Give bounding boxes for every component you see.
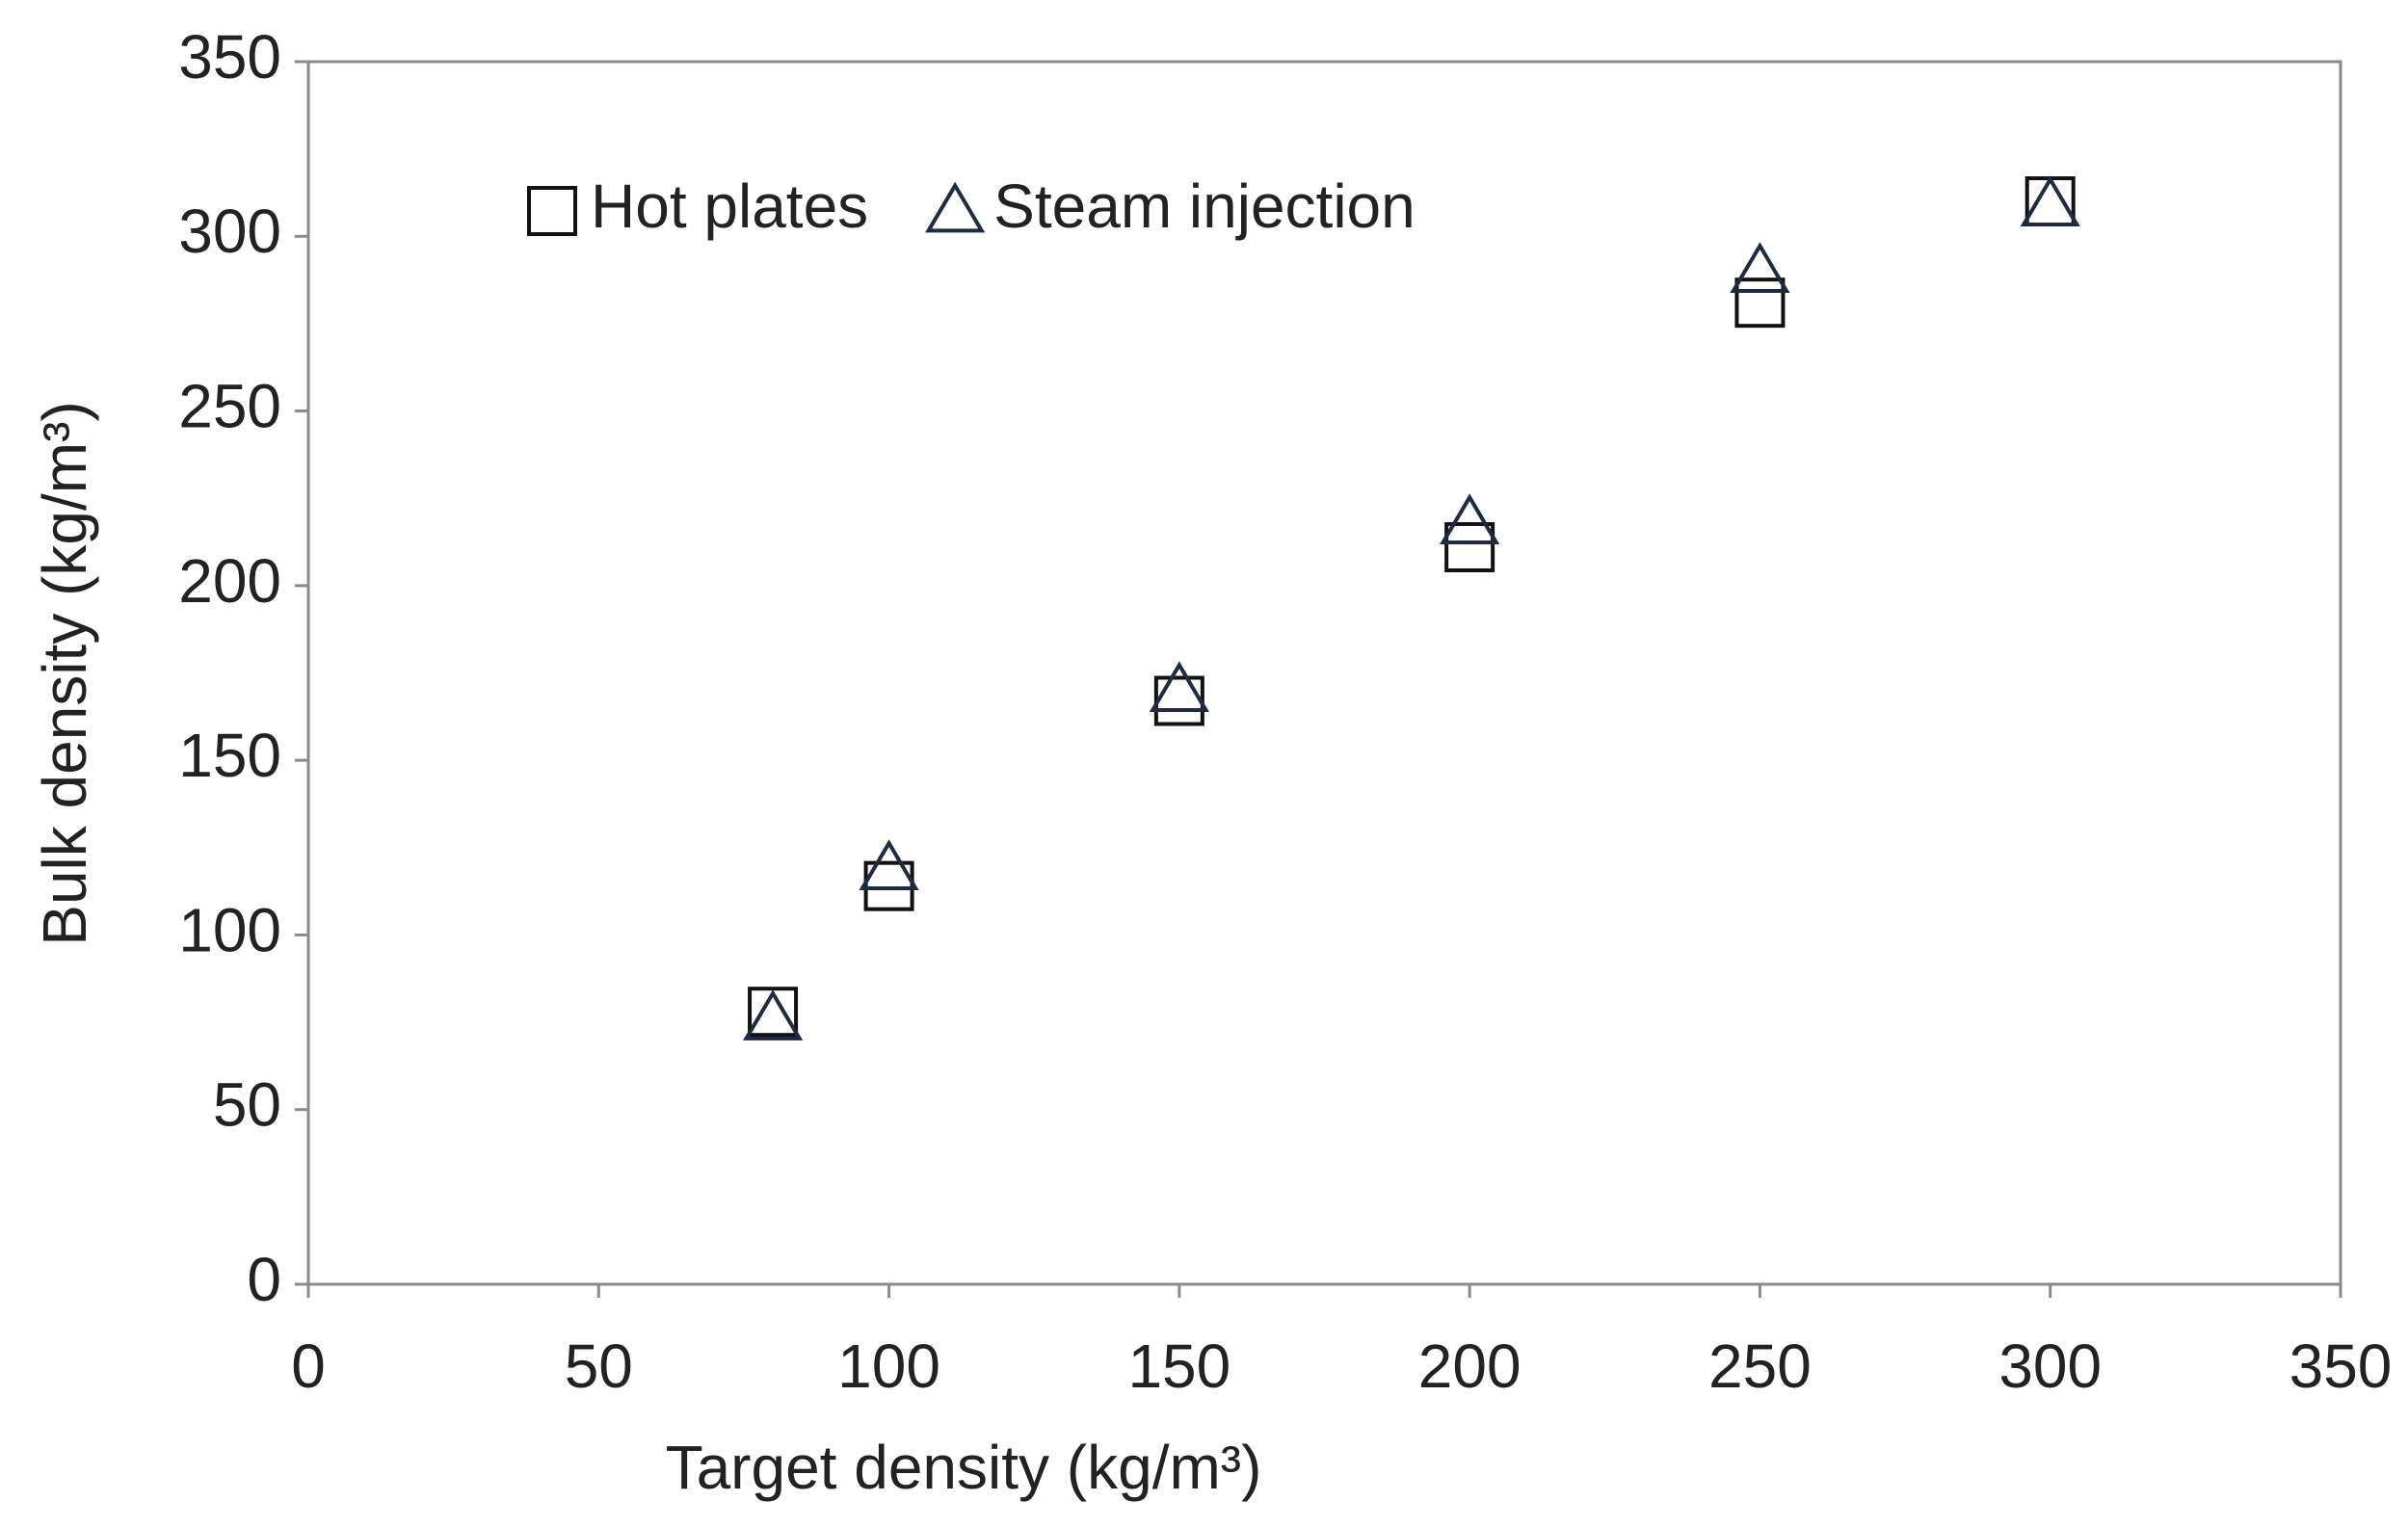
legend-marker <box>925 181 986 233</box>
data-point <box>1153 675 1204 726</box>
y-tick-label: 50 <box>213 1070 281 1140</box>
x-axis-label: Target density (kg/m³) <box>666 1433 1262 1502</box>
x-tick-label: 250 <box>1708 1331 1812 1401</box>
data-point <box>2024 176 2076 227</box>
data-point <box>1734 277 1786 329</box>
data-point <box>1149 661 1209 713</box>
plot-frame <box>306 60 2342 1286</box>
data-point <box>1444 521 1495 572</box>
x-tick-label: 350 <box>2289 1331 2393 1401</box>
x-tick-label: 100 <box>837 1331 940 1401</box>
legend-label: Steam injection <box>993 171 1416 241</box>
data-point <box>859 839 919 890</box>
x-tick-label: 300 <box>1998 1331 2102 1401</box>
y-tick-label: 0 <box>247 1245 281 1314</box>
y-tick-label: 100 <box>178 895 281 964</box>
x-tick-label: 0 <box>291 1331 326 1401</box>
legend-marker <box>527 186 577 236</box>
data-point <box>748 987 799 1038</box>
x-tick-label: 50 <box>565 1331 633 1401</box>
x-tick-label: 200 <box>1418 1331 1522 1401</box>
y-tick-label: 200 <box>178 546 281 616</box>
y-tick-label: 150 <box>178 721 281 790</box>
y-tick-label: 250 <box>178 371 281 440</box>
y-tick-label: 300 <box>178 197 281 266</box>
legend-label: Hot plates <box>591 171 868 241</box>
y-tick-label: 350 <box>178 22 281 92</box>
data-point <box>1730 242 1790 293</box>
y-axis-label: Bulk density (kg/m³) <box>30 401 99 945</box>
data-point <box>1440 493 1500 544</box>
data-point <box>742 989 804 1041</box>
data-point <box>2020 175 2080 227</box>
x-tick-label: 150 <box>1127 1331 1230 1401</box>
